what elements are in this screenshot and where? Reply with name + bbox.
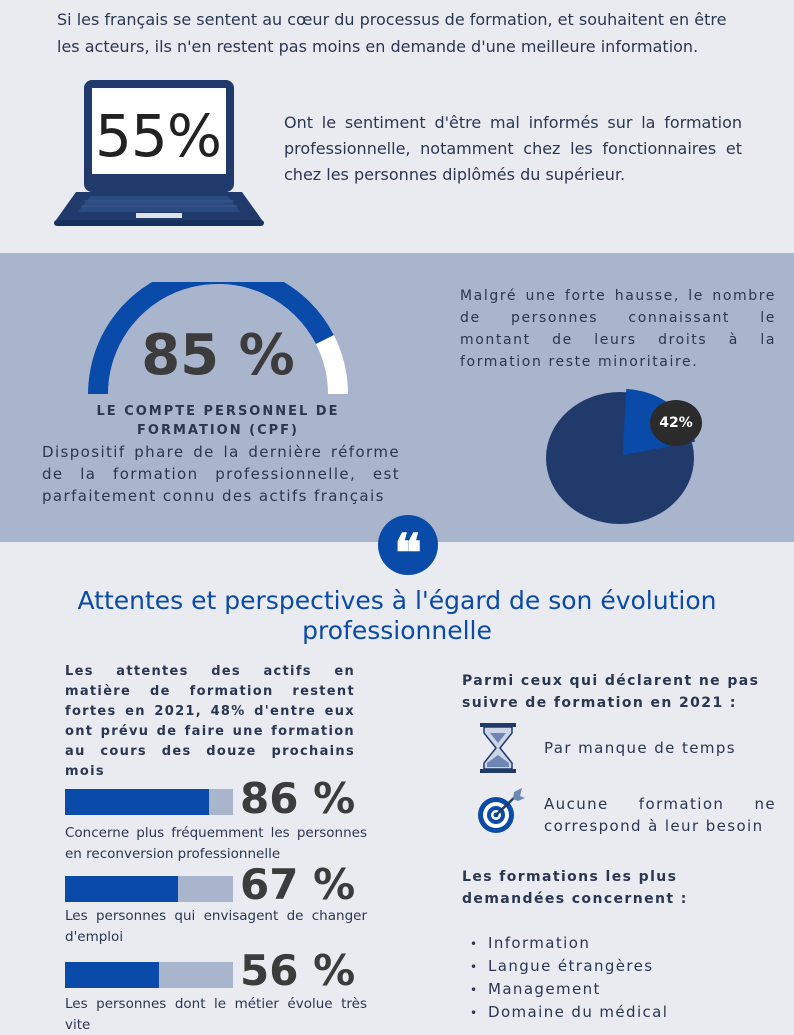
parmi-title: Parmi ceux qui déclarent ne pas suivre d…: [462, 673, 760, 711]
bar-67-description: Les personnes qui envisagent de changer …: [65, 908, 367, 945]
reason-no-match: Aucune formation ne correspond à leur be…: [544, 795, 776, 835]
bar-86-value: 86 %: [240, 774, 356, 823]
cpf-value: 85 %: [141, 323, 295, 388]
cpf-gauge: [88, 282, 348, 395]
quote-icon: ❝: [378, 515, 438, 584]
gauge-fill: [88, 282, 334, 395]
attentes-text: Les attentes des actifs en matière de fo…: [65, 664, 355, 779]
cpf-title: LE COMPTE PERSONNEL DE FORMATION (CPF): [96, 404, 340, 438]
bar-56-value: 56 %: [240, 946, 356, 995]
bar-56-track: [65, 962, 233, 988]
bar-67-value: 67 %: [240, 860, 356, 909]
stat-55-text: Ont le sentiment d'être mal informés sur…: [284, 113, 742, 184]
section-title: Attentes et perspectives à l'égard de so…: [77, 586, 717, 645]
target-icon: [478, 788, 525, 833]
bar-56-fill: [65, 962, 160, 988]
intro-text: Si les français se sentent au cœur du pr…: [57, 10, 727, 56]
droits-text: Malgré une forte hausse, le nombre de pe…: [460, 288, 776, 370]
list-item: Domaine du médical: [470, 1001, 770, 1024]
list-item: Langue étrangères: [470, 955, 770, 978]
pie-label: 42%: [650, 400, 702, 446]
hourglass-icon: [480, 723, 516, 773]
stat-55-value: 55%: [95, 102, 222, 170]
cpf-description: Dispositif phare de la dernière réforme …: [42, 443, 400, 505]
bar-67-track: [65, 876, 233, 902]
bar-86-fill: [65, 789, 210, 815]
bar-86-track: [65, 789, 233, 815]
laptop-icon: [54, 80, 264, 226]
demandees-list: Information Langue étrangères Management…: [470, 932, 770, 1024]
bar-86-description: Concerne plus fréquemment les personnes …: [65, 825, 367, 862]
list-item: Management: [470, 978, 770, 1001]
list-item: Information: [470, 932, 770, 955]
demandees-title: Les formations les plus demandées concer…: [462, 869, 688, 907]
reason-time: Par manque de temps: [544, 739, 737, 757]
bar-56-description: Les personnes dont le métier évolue très…: [65, 996, 367, 1033]
bar-67-fill: [65, 876, 178, 902]
